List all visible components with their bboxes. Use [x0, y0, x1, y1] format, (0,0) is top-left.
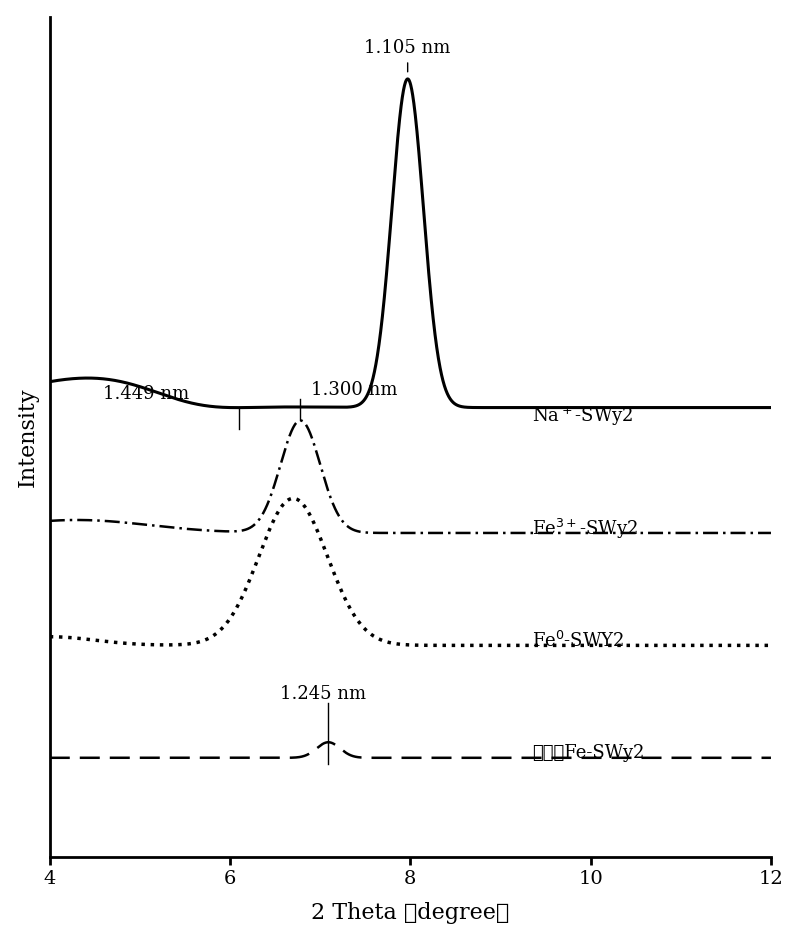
Text: Fe$^0$-SWY2: Fe$^0$-SWY2	[532, 631, 624, 651]
Text: 1.105 nm: 1.105 nm	[365, 40, 451, 72]
X-axis label: 2 Theta （degree）: 2 Theta （degree）	[311, 902, 510, 924]
Text: 1.449 nm: 1.449 nm	[103, 385, 190, 404]
Text: Na$^+$-SWy2: Na$^+$-SWy2	[532, 405, 634, 428]
Text: Fe$^{3+}$-SWy2: Fe$^{3+}$-SWy2	[532, 517, 638, 541]
Text: 反应后Fe-SWy2: 反应后Fe-SWy2	[532, 744, 645, 762]
Text: 1.300 nm: 1.300 nm	[311, 381, 398, 399]
Y-axis label: Intensity: Intensity	[17, 387, 38, 486]
Text: 1.245 nm: 1.245 nm	[280, 685, 366, 703]
